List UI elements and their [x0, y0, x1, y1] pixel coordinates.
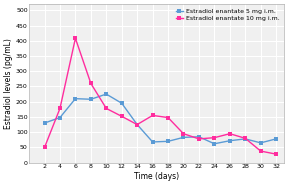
Estradiol enantate 5 mg i.m. [89, 98, 92, 100]
Estradiol enantate 5 mg i.m. [151, 141, 154, 143]
Estradiol enantate 5 mg i.m. [74, 97, 77, 100]
X-axis label: Time (days): Time (days) [134, 172, 179, 181]
Y-axis label: Estradiol levels (pg/mL): Estradiol levels (pg/mL) [4, 38, 13, 129]
Estradiol enantate 10 mg i.m. [228, 133, 232, 135]
Estradiol enantate 5 mg i.m. [197, 136, 201, 138]
Estradiol enantate 10 mg i.m. [89, 82, 92, 85]
Estradiol enantate 5 mg i.m. [228, 140, 232, 142]
Estradiol enantate 10 mg i.m. [197, 138, 201, 140]
Estradiol enantate 5 mg i.m. [58, 116, 62, 119]
Estradiol enantate 5 mg i.m. [120, 102, 124, 104]
Estradiol enantate 10 mg i.m. [105, 107, 108, 110]
Estradiol enantate 5 mg i.m. [166, 140, 170, 142]
Legend: Estradiol enantate 5 mg i.m., Estradiol enantate 10 mg i.m.: Estradiol enantate 5 mg i.m., Estradiol … [175, 7, 281, 22]
Estradiol enantate 10 mg i.m. [43, 146, 46, 149]
Estradiol enantate 5 mg i.m. [244, 138, 247, 140]
Estradiol enantate 5 mg i.m. [135, 123, 139, 126]
Estradiol enantate 10 mg i.m. [151, 114, 154, 117]
Estradiol enantate 10 mg i.m. [135, 123, 139, 126]
Estradiol enantate 10 mg i.m. [182, 133, 185, 135]
Estradiol enantate 10 mg i.m. [213, 137, 216, 139]
Estradiol enantate 10 mg i.m. [166, 116, 170, 119]
Estradiol enantate 5 mg i.m. [259, 142, 262, 144]
Estradiol enantate 5 mg i.m. [43, 122, 46, 124]
Line: Estradiol enantate 10 mg i.m.: Estradiol enantate 10 mg i.m. [43, 37, 278, 156]
Estradiol enantate 10 mg i.m. [120, 115, 124, 117]
Estradiol enantate 5 mg i.m. [105, 93, 108, 95]
Estradiol enantate 5 mg i.m. [274, 138, 278, 140]
Estradiol enantate 10 mg i.m. [74, 37, 77, 39]
Estradiol enantate 10 mg i.m. [259, 150, 262, 152]
Estradiol enantate 5 mg i.m. [182, 136, 185, 139]
Estradiol enantate 5 mg i.m. [213, 143, 216, 145]
Estradiol enantate 10 mg i.m. [244, 137, 247, 139]
Line: Estradiol enantate 5 mg i.m.: Estradiol enantate 5 mg i.m. [43, 92, 278, 146]
Estradiol enantate 10 mg i.m. [274, 153, 278, 155]
Estradiol enantate 10 mg i.m. [58, 107, 62, 110]
